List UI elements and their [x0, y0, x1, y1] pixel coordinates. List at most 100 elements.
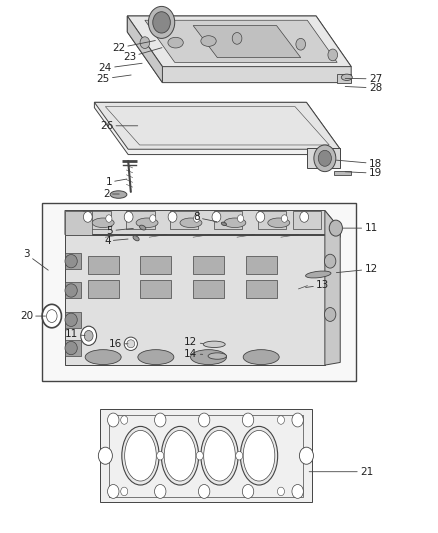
Text: 12: 12: [336, 264, 377, 274]
Polygon shape: [333, 171, 350, 175]
Ellipse shape: [110, 191, 127, 198]
Circle shape: [154, 413, 166, 427]
Text: 20: 20: [20, 311, 46, 321]
Circle shape: [242, 413, 253, 427]
Polygon shape: [245, 280, 276, 298]
Circle shape: [154, 484, 166, 498]
Ellipse shape: [92, 218, 114, 228]
Circle shape: [83, 212, 92, 222]
Ellipse shape: [164, 431, 195, 481]
Circle shape: [237, 215, 243, 222]
Circle shape: [198, 484, 209, 498]
Text: 16: 16: [109, 339, 128, 349]
Polygon shape: [214, 211, 242, 229]
Ellipse shape: [85, 350, 121, 365]
Ellipse shape: [65, 341, 77, 355]
Ellipse shape: [136, 218, 158, 228]
Ellipse shape: [240, 426, 277, 485]
Ellipse shape: [124, 431, 156, 481]
Circle shape: [318, 150, 331, 166]
Polygon shape: [94, 102, 339, 149]
Circle shape: [81, 326, 96, 345]
Polygon shape: [82, 211, 110, 229]
Polygon shape: [245, 256, 276, 274]
Ellipse shape: [65, 313, 77, 326]
Circle shape: [328, 220, 342, 236]
Circle shape: [168, 212, 177, 222]
Polygon shape: [145, 20, 336, 62]
Circle shape: [299, 212, 308, 222]
Ellipse shape: [138, 350, 173, 365]
Polygon shape: [88, 256, 118, 274]
Circle shape: [42, 304, 61, 328]
Circle shape: [212, 212, 220, 222]
Text: 26: 26: [100, 121, 138, 131]
Polygon shape: [100, 409, 311, 502]
Polygon shape: [65, 340, 81, 356]
Polygon shape: [324, 211, 339, 365]
Circle shape: [124, 212, 133, 222]
Ellipse shape: [203, 341, 225, 348]
Text: 13: 13: [305, 280, 328, 290]
Circle shape: [281, 215, 287, 222]
Text: 4: 4: [104, 236, 128, 246]
Polygon shape: [65, 312, 81, 328]
Circle shape: [46, 310, 57, 322]
Polygon shape: [65, 235, 324, 365]
Circle shape: [98, 447, 112, 464]
Ellipse shape: [208, 353, 226, 359]
Text: 5: 5: [106, 226, 133, 236]
Circle shape: [295, 38, 305, 50]
Polygon shape: [336, 74, 350, 83]
Circle shape: [277, 487, 284, 496]
Polygon shape: [105, 107, 328, 145]
Circle shape: [299, 447, 313, 464]
Text: 3: 3: [23, 249, 48, 270]
Ellipse shape: [243, 350, 279, 365]
Polygon shape: [127, 16, 162, 83]
Text: 22: 22: [112, 41, 155, 53]
Text: 12: 12: [184, 337, 202, 347]
Circle shape: [152, 12, 170, 33]
Polygon shape: [193, 26, 300, 58]
Text: 1: 1: [105, 177, 127, 187]
Circle shape: [149, 215, 155, 222]
Circle shape: [313, 145, 335, 172]
Circle shape: [106, 215, 112, 222]
Circle shape: [232, 33, 241, 44]
Circle shape: [327, 49, 337, 61]
Text: 28: 28: [344, 83, 381, 93]
Ellipse shape: [221, 222, 226, 225]
Polygon shape: [140, 256, 171, 274]
Text: 14: 14: [184, 349, 202, 359]
Ellipse shape: [243, 431, 274, 481]
Ellipse shape: [133, 236, 139, 241]
Circle shape: [84, 330, 93, 341]
Polygon shape: [307, 148, 339, 168]
Polygon shape: [42, 203, 355, 381]
Text: 8: 8: [193, 213, 216, 222]
Ellipse shape: [203, 431, 235, 481]
Polygon shape: [193, 256, 223, 274]
Text: 11: 11: [342, 223, 377, 233]
Ellipse shape: [223, 218, 245, 228]
Ellipse shape: [201, 426, 238, 485]
Polygon shape: [127, 16, 350, 83]
Ellipse shape: [139, 225, 145, 230]
Circle shape: [148, 6, 174, 38]
Ellipse shape: [161, 426, 198, 485]
Circle shape: [196, 451, 203, 460]
Ellipse shape: [190, 350, 226, 365]
Ellipse shape: [124, 337, 137, 351]
Polygon shape: [258, 211, 286, 229]
Polygon shape: [65, 253, 81, 269]
Text: 27: 27: [344, 74, 381, 84]
Circle shape: [193, 215, 199, 222]
Polygon shape: [109, 415, 302, 497]
Text: 25: 25: [96, 74, 131, 84]
Circle shape: [235, 451, 242, 460]
Circle shape: [140, 37, 149, 49]
Ellipse shape: [127, 340, 134, 348]
Ellipse shape: [167, 37, 183, 48]
Polygon shape: [126, 211, 154, 229]
